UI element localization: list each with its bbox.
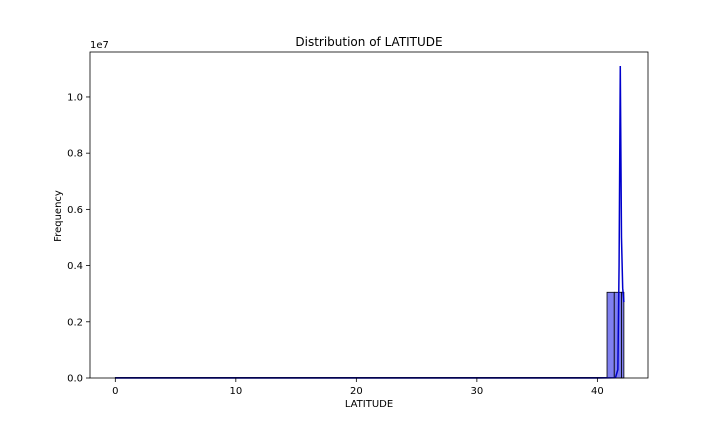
x-axis-ticks: 0 10 20 30 40 [112,378,604,397]
histogram-bar-3 [621,291,625,379]
y-offset-text: 1e7 [90,40,109,51]
y-tick-label: 1.0 [67,92,83,103]
y-tick-label: 0.8 [67,149,83,160]
histogram-bar-1 [606,291,615,379]
x-tick-label: 0 [112,386,118,397]
histogram-bars [114,291,625,379]
plot-frame [89,51,649,379]
y-axis-label: Frequency [53,190,64,242]
y-axis-ticks: 0.0 0.2 0.4 0.6 0.8 1.0 [67,92,90,385]
x-axis-label: LATITUDE [345,399,393,410]
y-tick-label: 0.6 [67,205,83,216]
kde-curve-group [115,66,625,379]
x-tick-label: 10 [229,386,242,397]
y-tick-label: 0.4 [67,261,83,272]
x-tick-label: 40 [591,386,604,397]
y-tick-label: 0.0 [67,374,83,385]
kde-line [115,66,625,379]
chart-title: Distribution of LATITUDE [295,35,442,49]
x-tick-label: 20 [350,386,363,397]
y-tick-label: 0.2 [67,317,83,328]
x-tick-label: 30 [470,386,483,397]
